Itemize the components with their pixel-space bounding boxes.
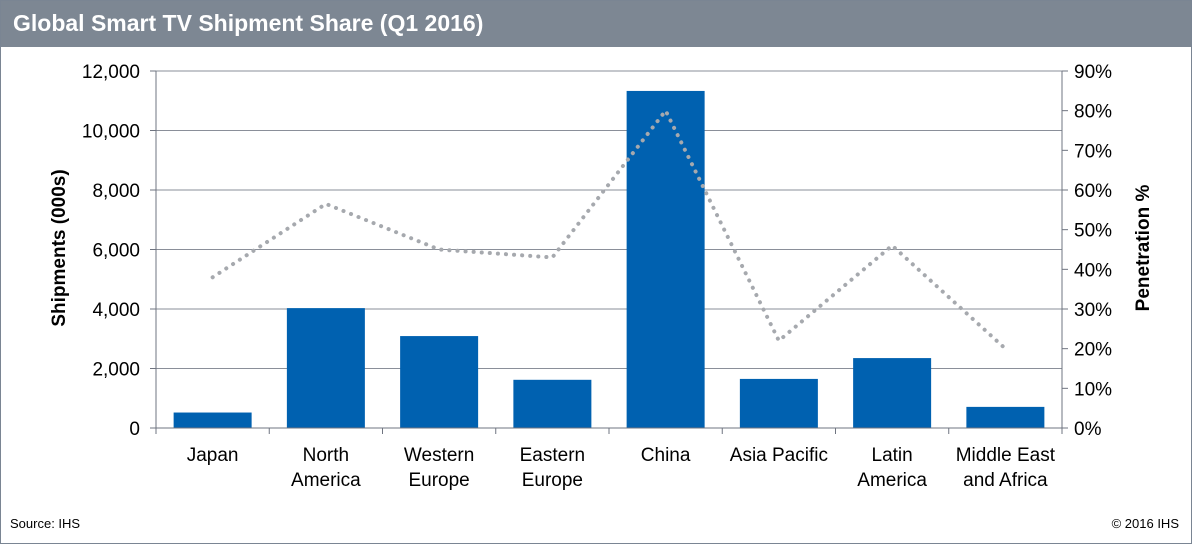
x-category-label-line: and Africa [963,470,1048,491]
bar [400,336,479,428]
bar [513,379,592,428]
x-category-label: Latin America [857,445,927,491]
y2-axis-title: Penetration % [1133,185,1154,312]
bar [853,358,932,428]
y-tick-label: 2,000 [92,360,140,381]
x-category-label: Western Europe [404,445,474,491]
x-category-label-line: Western [404,445,474,466]
penetration-line [210,108,1008,351]
x-category-label: Eastern Europe [520,445,585,491]
x-category-label: Japan [187,445,239,466]
x-category-label: China [641,445,691,466]
x-category-label-line: China [641,445,691,466]
y-tick-label: 6,000 [92,241,140,262]
y-tick-label: 0 [129,419,140,440]
x-category-label-line: America [291,470,361,491]
y-tick-label: 10,000 [82,122,140,143]
bar [626,90,705,429]
title-bar: Global Smart TV Shipment Share (Q1 2016) [1,1,1191,47]
chart-title: Global Smart TV Shipment Share (Q1 2016) [13,10,484,36]
bar [286,308,365,428]
x-category-label-line: Europe [522,470,583,491]
y2-tick-label: 80% [1074,102,1112,123]
x-category-label-line: Asia Pacific [730,445,828,466]
x-category-label: North America [291,445,361,491]
y2-tick-label: 50% [1074,221,1112,242]
x-category-label-line: Latin [872,445,913,466]
x-category-label-line: Eastern [520,445,585,466]
penetration-line-series [210,108,1008,351]
y2-tick-label: 70% [1074,141,1112,162]
x-category-label-line: Japan [187,445,239,466]
y2-tick-label: 0% [1074,419,1102,440]
x-category-label-line: North [303,445,349,466]
bar [966,406,1045,428]
bar [173,412,252,428]
x-category-label: Middle East and Africa [956,445,1056,491]
y2-tick-label: 90% [1074,62,1112,83]
axes [150,70,1068,434]
bar-series [173,90,1045,429]
source-note: Source: IHS [10,516,81,531]
bar [739,378,818,428]
x-category-label-line: Europe [408,470,469,491]
x-category-label-line: America [857,470,927,491]
y2-tick-label: 10% [1074,379,1112,400]
axis-labels: 0 2,000 4,000 6,000 8,000 10,000 12,000 0% 10% 20… [82,62,1112,491]
y-tick-label: 4,000 [92,300,140,321]
copyright-note: © 2016 IHS [1111,516,1179,531]
y-tick-label: 8,000 [92,181,140,202]
y-tick-label: 12,000 [82,62,140,83]
y2-tick-label: 20% [1074,340,1112,361]
x-category-label-line: Middle East [956,445,1056,466]
y2-tick-label: 30% [1074,300,1112,321]
y2-tick-label: 40% [1074,260,1112,281]
x-category-label: Asia Pacific [730,445,828,466]
y2-tick-label: 60% [1074,181,1112,202]
y-axis-title: Shipments (000s) [49,169,70,326]
